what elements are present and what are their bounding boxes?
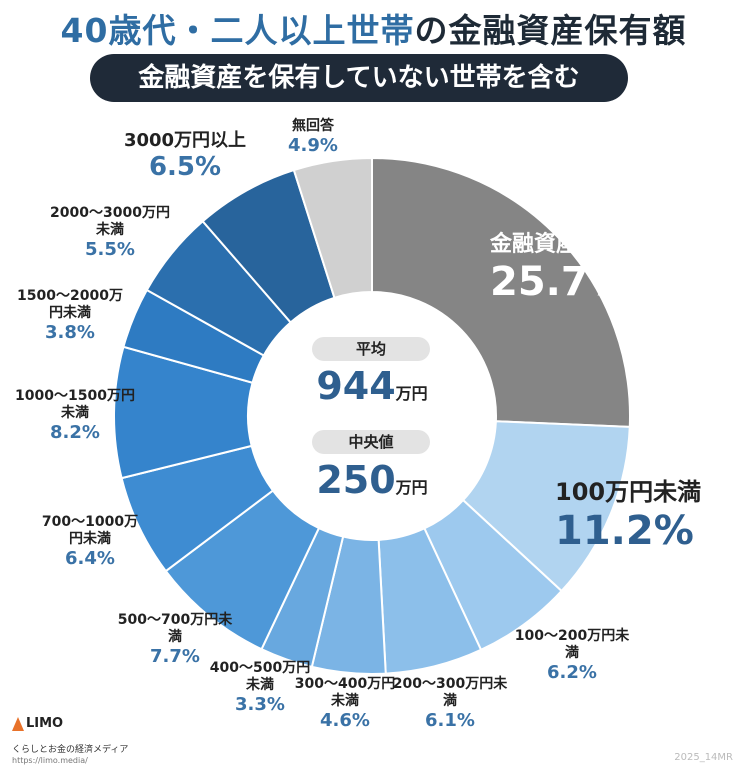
slice-label-percent: 7.7% <box>150 645 200 667</box>
median-unit: 万円 <box>395 478 428 497</box>
slice-12 <box>292 156 373 300</box>
slice-label-5: 400〜500万円未満 3.3% <box>205 660 315 715</box>
slice-label-percent: 11.2% <box>555 507 694 554</box>
slice-label-percent: 25.7% <box>490 259 629 306</box>
mean-label: 平均 <box>312 337 430 361</box>
slice-label-7: 700〜1000万円未満 6.4% <box>35 514 145 569</box>
slice-label-0: 金融資産非保有 25.7% <box>490 232 670 306</box>
slice-label-percent: 8.2% <box>50 421 100 443</box>
slice-label-percent: 3.3% <box>235 693 285 715</box>
slice-label-11: 3000万円以上 6.5% <box>100 130 270 183</box>
slice-label-percent: 6.5% <box>148 151 222 182</box>
title-highlight: 40歳代・二人以上世帯 <box>60 11 415 50</box>
median-label: 中央値 <box>312 430 430 454</box>
slice-label-text: 1500〜2000万円未満 <box>17 288 123 321</box>
slice-label-percent: 4.9% <box>288 134 338 156</box>
subtitle-pill: 金融資産を保有していない世帯を含む <box>90 54 628 102</box>
slice-label-8: 1000〜1500万円未満 8.2% <box>15 388 135 443</box>
slice-label-9: 1500〜2000万円未満 3.8% <box>15 288 125 343</box>
mean-number: 944 <box>316 364 396 408</box>
page-title: 40歳代・二人以上世帯の金融資産保有額 <box>0 4 747 52</box>
slice-label-text: 100〜200万円未満 <box>514 628 630 661</box>
logo-text: LIMO <box>26 716 64 731</box>
slice-label-12: 無回答 4.9% <box>283 118 343 156</box>
title-rest: の金融資産保有額 <box>414 11 687 50</box>
slice-label-text: 400〜500万円未満 <box>209 660 311 693</box>
slice-label-6: 500〜700万円未満 7.7% <box>115 612 235 667</box>
site-url: https://limo.media/ <box>12 756 88 765</box>
median-number: 250 <box>316 458 396 502</box>
slice-label-percent: 6.1% <box>425 709 475 731</box>
slice-label-text: 100万円未満 <box>555 478 702 506</box>
slice-label-text: 無回答 <box>292 118 334 134</box>
slice-0 <box>371 156 631 428</box>
slice-label-3: 200〜300万円未満 6.1% <box>390 676 510 731</box>
median-value: 250万円 <box>290 458 454 502</box>
slice-label-1: 100万円未満 11.2% <box>555 478 735 555</box>
mean-value: 944万円 <box>290 364 454 408</box>
limo-logo: LIMO <box>12 716 63 731</box>
slice-label-text: 700〜1000万円未満 <box>41 514 139 547</box>
slice-label-text: 金融資産非保有 <box>490 232 645 257</box>
slice-label-percent: 3.8% <box>45 321 95 343</box>
slice-label-percent: 6.4% <box>65 547 115 569</box>
slice-label-percent: 5.5% <box>85 238 135 260</box>
slice-label-4: 300〜400万円未満 4.6% <box>290 676 400 731</box>
slice-label-text: 2000〜3000万円未満 <box>50 205 170 238</box>
slice-label-text: 500〜700万円未満 <box>117 612 233 645</box>
mean-unit: 万円 <box>395 384 428 403</box>
credit: 2025_14MR <box>674 752 733 763</box>
tagline: くらしとお金の経済メディア <box>12 745 129 755</box>
slice-label-text: 3000万円以上 <box>123 130 247 151</box>
slice-label-percent: 4.6% <box>320 709 370 731</box>
slice-label-percent: 6.2% <box>547 661 597 683</box>
slice-label-10: 2000〜3000万円未満 5.5% <box>50 205 170 260</box>
slice-label-text: 200〜300万円未満 <box>392 676 508 709</box>
slice-label-text: 1000〜1500万円未満 <box>15 388 135 421</box>
slice-label-text: 300〜400万円未満 <box>294 676 396 709</box>
slice-label-2: 100〜200万円未満 6.2% <box>512 628 632 683</box>
